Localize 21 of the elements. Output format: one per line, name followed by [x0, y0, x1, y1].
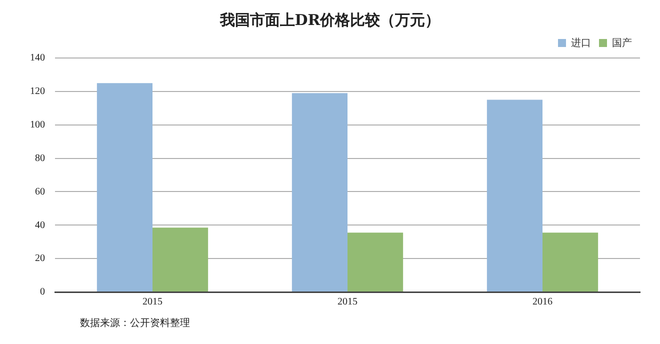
y-tick-label: 20: [35, 253, 45, 264]
bar: [348, 232, 404, 292]
x-tick-label: 2016: [532, 296, 552, 308]
x-tick-label: 2015: [142, 296, 162, 308]
bar: [292, 93, 348, 292]
legend-label: 进口: [571, 36, 591, 49]
chart-title: 我国市面上DR价格比较（万元）: [218, 10, 440, 29]
bar: [152, 228, 208, 292]
y-tick-label: 40: [35, 220, 45, 231]
y-tick-label: 140: [30, 52, 45, 64]
bar: [96, 83, 152, 292]
source-note: 数据来源：公开资料整理: [80, 316, 190, 330]
y-tick-label: 80: [35, 152, 45, 164]
y-tick-label: 0: [40, 286, 45, 298]
y-tick-label: 100: [30, 119, 45, 130]
y-tick-label: 120: [30, 86, 45, 98]
x-tick-label: 2015: [338, 296, 358, 308]
y-tick-label: 60: [35, 186, 45, 198]
bar: [486, 100, 542, 292]
bar: [542, 232, 598, 292]
legend-label: 国产: [612, 36, 632, 49]
